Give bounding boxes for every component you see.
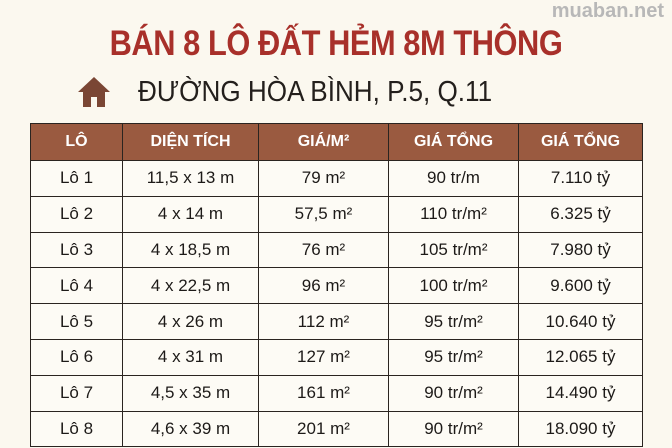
table-cell: 14.490 tỷ — [518, 374, 643, 412]
table-cell: 96 m² — [258, 267, 389, 305]
lot-table: LÔ DIỆN TÍCH GIÁ/M² GIÁ TỔNG GIÁ TỔNG Lô 1 11… — [30, 123, 643, 448]
table-cell: 4 x 14 m — [122, 195, 259, 233]
table-cell: 79 m² — [258, 160, 389, 197]
address-text: ĐƯỜNG HÒA BÌNH, P.5, Q.11 — [138, 76, 493, 108]
table-cell: Lô 6 — [30, 338, 123, 376]
table-cell: 90 tr/m² — [388, 374, 519, 412]
table-cell: 4 x 31 m — [122, 338, 259, 376]
table-cell: 127 m² — [258, 338, 389, 376]
table-cell: 112 m² — [258, 303, 389, 340]
table-cell: 110 tr/m² — [388, 195, 519, 233]
table-cell: 7.110 tỷ — [518, 160, 643, 197]
table-cell: 4,6 x 39 m — [122, 410, 259, 448]
table-cell: 95 tr/m² — [388, 338, 519, 376]
table-cell: 90 tr/m — [388, 160, 519, 197]
table-cell: 105 tr/m² — [388, 231, 519, 269]
column-header: GIÁ TỔNG — [518, 123, 643, 161]
table-cell: Lô 4 — [30, 267, 123, 305]
table-row: Lô 1 11,5 x 13 m 79 m² 90 tr/m 7.110 tỷ — [30, 160, 643, 197]
column-header: GIÁ TỔNG — [388, 123, 519, 161]
table-cell: Lô 8 — [30, 410, 123, 448]
table-cell: 100 tr/m² — [388, 267, 519, 305]
table-cell: 57,5 m² — [258, 195, 389, 233]
table-cell: 10.640 tỷ — [518, 303, 643, 340]
table-cell: Lô 7 — [30, 374, 123, 412]
column-header: DIỆN TÍCH — [122, 123, 259, 161]
table-cell: 4 x 18,5 m — [122, 231, 259, 269]
table-cell: 7.980 tỷ — [518, 231, 643, 269]
table-cell: 4 x 22,5 m — [122, 267, 259, 305]
table-row: Lô 7 4,5 x 35 m 161 m² 90 tr/m² 14.490 tỷ — [30, 374, 643, 412]
table-cell: 18.090 tỷ — [518, 410, 643, 448]
house-icon — [78, 77, 110, 107]
table-header: LÔ DIỆN TÍCH GIÁ/M² GIÁ TỔNG GIÁ TỔNG — [30, 123, 643, 161]
watermark: muaban.net — [551, 0, 664, 22]
table-cell: 4,5 x 35 m — [122, 374, 259, 412]
table-cell: 4 x 26 m — [122, 303, 259, 340]
table-cell: 6.325 tỷ — [518, 195, 643, 233]
table-cell: 95 tr/m² — [388, 303, 519, 340]
table-cell: 161 m² — [258, 374, 389, 412]
table-cell: Lô 5 — [30, 303, 123, 340]
table-cell: 76 m² — [258, 231, 389, 269]
table-cell: 201 m² — [258, 410, 389, 448]
table-cell: 11,5 x 13 m — [122, 160, 259, 197]
table-cell: Lô 2 — [30, 195, 123, 233]
table-cell: 9.600 tỷ — [518, 267, 643, 305]
column-header: GIÁ/M² — [258, 123, 389, 161]
table-cell: Lô 3 — [30, 231, 123, 269]
headline: BÁN 8 LÔ ĐẤT HẺM 8M THÔNG — [109, 24, 563, 63]
address-line: ĐƯỜNG HÒA BÌNH, P.5, Q.11 — [76, 74, 531, 110]
table-cell: Lô 1 — [30, 160, 123, 197]
table-cell: 90 tr/m² — [388, 410, 519, 448]
table-row: Lô 8 4,6 x 39 m 201 m² 90 tr/m² 18.090 tỷ — [30, 410, 643, 448]
column-header: LÔ — [30, 123, 123, 161]
table-cell: 12.065 tỷ — [518, 338, 643, 376]
